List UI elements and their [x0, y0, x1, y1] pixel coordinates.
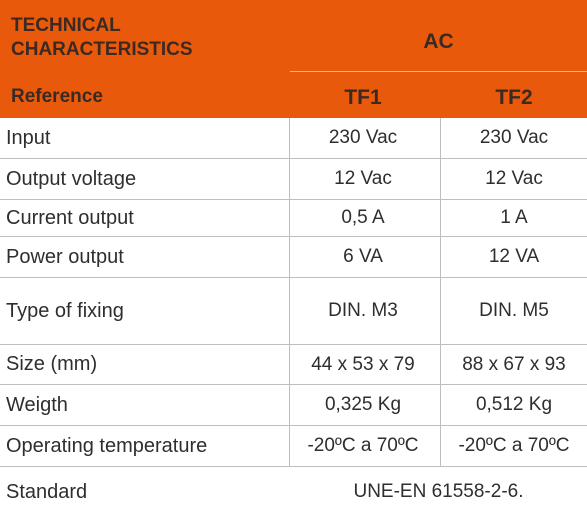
column-header-tf1: TF1	[344, 86, 382, 109]
table-row: Current output 0,5 A 1 A	[0, 200, 587, 237]
row-label: Weigth	[6, 393, 68, 416]
tf2-value: 230 Vac	[479, 127, 549, 148]
table-row: Output voltage 12 Vac 12 Vac	[0, 159, 587, 200]
tf2-value: 1 A	[500, 207, 528, 228]
row-label: Operating temperature	[6, 434, 208, 457]
tf2-value: 0,512 Kg	[475, 394, 553, 415]
table-row: Size (mm) 44 x 53 x 79 88 x 67 x 93	[0, 345, 587, 385]
row-label: Standard	[6, 480, 88, 503]
tf2-value: 12 Vac	[485, 168, 543, 189]
table-header: TECHNICAL CHARACTERISTICS AC Reference T…	[0, 0, 587, 118]
tf1-value: DIN. M3	[328, 300, 398, 321]
tf1-value: 0,325 Kg	[324, 394, 402, 415]
tf2-value: 12 VA	[488, 246, 540, 267]
row-label: Size (mm)	[6, 353, 98, 375]
row-label: Power output	[6, 245, 124, 268]
table-row: Input 230 Vac 230 Vac	[0, 118, 587, 159]
header-divider	[290, 71, 587, 72]
tf1-value: 6 VA	[343, 246, 383, 267]
tf2-value: 88 x 67 x 93	[462, 353, 566, 375]
tf1-value: 44 x 53 x 79	[311, 353, 415, 375]
tf2-value: DIN. M5	[479, 300, 549, 321]
column-header-tf2: TF2	[495, 86, 533, 109]
title-line-2: CHARACTERISTICS	[11, 39, 193, 60]
table-title: TECHNICAL CHARACTERISTICS	[11, 14, 193, 62]
table-row: Power output 6 VA 12 VA	[0, 237, 587, 278]
row-label: Type of fixing	[6, 299, 124, 322]
column-divider	[289, 118, 290, 467]
tf1-value: 0,5 A	[341, 207, 385, 228]
table-row: Type of fixing DIN. M3 DIN. M5	[0, 278, 587, 345]
tf1-value: 12 Vac	[334, 168, 392, 189]
table-row-standard: Standard UNE-EN 61558-2-6.	[0, 467, 587, 517]
row-label: Input	[6, 126, 51, 149]
table-row: Operating temperature -20ºC a 70ºC -20ºC…	[0, 426, 587, 467]
row-label: Current output	[6, 206, 134, 229]
tf1-value: 230 Vac	[328, 127, 398, 148]
tf2-value: -20ºC a 70ºC	[458, 435, 570, 456]
title-line-1: TECHNICAL	[11, 15, 121, 36]
tf1-value: -20ºC a 70ºC	[307, 435, 419, 456]
group-header-ac: AC	[423, 30, 454, 53]
column-divider	[440, 118, 441, 467]
standard-value: UNE-EN 61558-2-6.	[353, 481, 524, 502]
table-row: Weigth 0,325 Kg 0,512 Kg	[0, 385, 587, 426]
reference-label: Reference	[11, 86, 103, 107]
row-label: Output voltage	[6, 167, 137, 190]
